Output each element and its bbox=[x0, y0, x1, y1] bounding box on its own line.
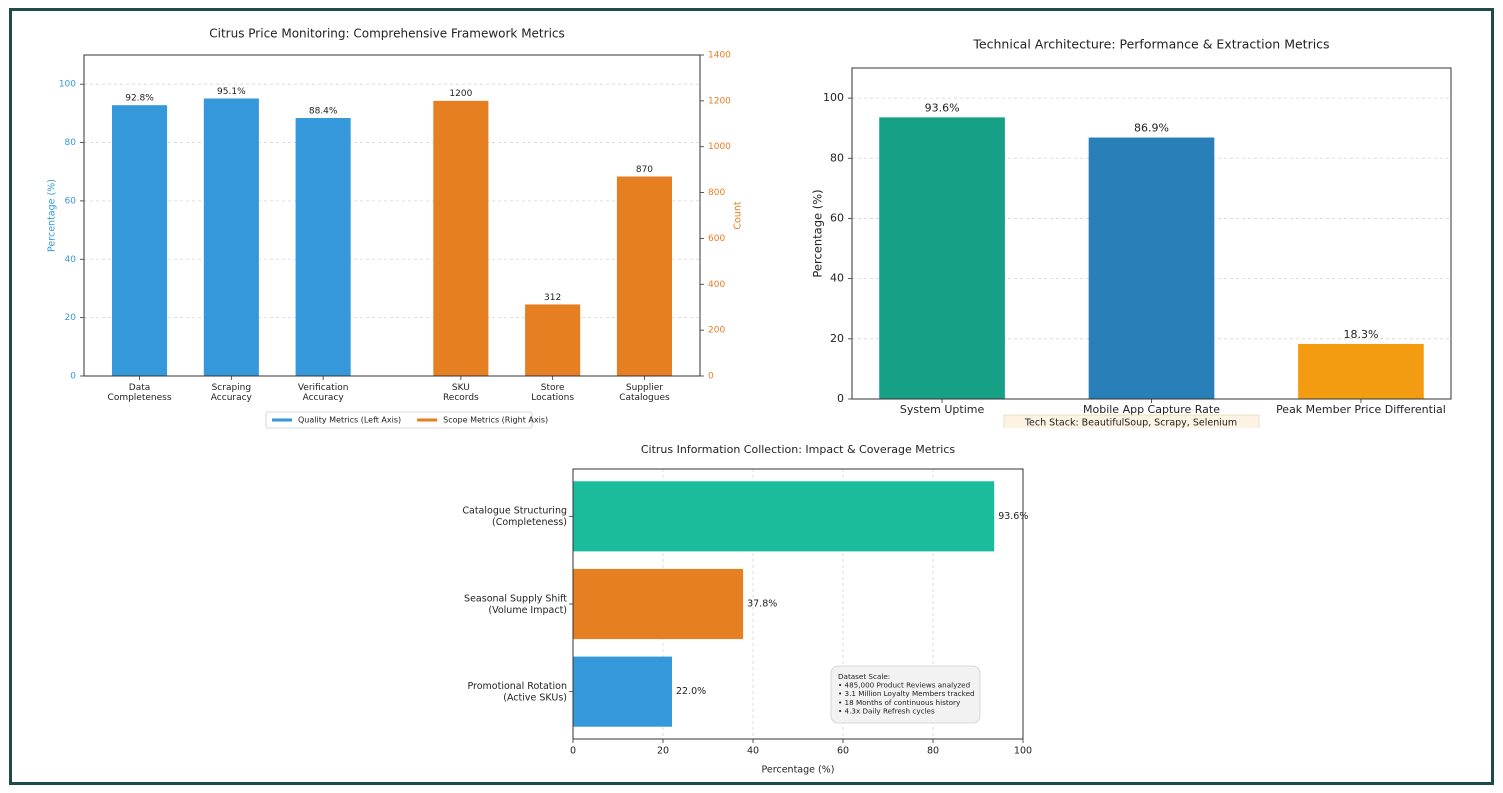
y-tick-label: 0 bbox=[70, 372, 76, 382]
annotation-box bbox=[830, 665, 981, 724]
y-tick-label: 100 bbox=[59, 80, 76, 90]
x-tick-label: Mobile App Capture Rate bbox=[1083, 403, 1220, 416]
y-tick-label: Catalogue Structuring (Completeness) bbox=[462, 505, 567, 527]
value-label: 312 bbox=[544, 293, 561, 303]
value-label: 95.1% bbox=[217, 87, 246, 97]
x-tick-label: 20 bbox=[657, 746, 669, 757]
value-label: 1200 bbox=[449, 89, 472, 99]
x-tick-label: Store Locations bbox=[531, 383, 574, 403]
chart-title: Citrus Price Monitoring: Comprehensive F… bbox=[209, 27, 565, 41]
chart-title: Citrus Information Collection: Impact & … bbox=[641, 443, 956, 456]
y2-tick-label: 800 bbox=[708, 188, 725, 198]
y-axis-label: Percentage (%) bbox=[811, 189, 825, 277]
y-tick-label: 40 bbox=[65, 255, 77, 265]
plot-frame bbox=[851, 67, 1452, 400]
x-tick-label: System Uptime bbox=[900, 403, 985, 416]
frame bbox=[9, 8, 1494, 785]
x-tick-label: 80 bbox=[927, 746, 939, 757]
y-tick-label: 60 bbox=[830, 211, 844, 224]
bar bbox=[203, 98, 259, 377]
annotation-line: Dataset Scale: bbox=[838, 672, 890, 681]
bar bbox=[433, 100, 489, 376]
y-tick-label: 20 bbox=[830, 332, 844, 345]
legend-box bbox=[265, 411, 533, 429]
bar bbox=[525, 304, 581, 376]
plot-frame bbox=[572, 468, 1024, 740]
y2-tick-label: 400 bbox=[708, 280, 725, 290]
legend-label: Scope Metrics (Right Axis) bbox=[443, 416, 548, 425]
x-tick-label: Verification Accuracy bbox=[298, 383, 349, 403]
annotation: Tech Stack: BeautifulSoup, Scrapy, Selen… bbox=[1024, 418, 1237, 429]
y-tick-label: 100 bbox=[823, 91, 844, 104]
y-tick-label: 40 bbox=[830, 272, 844, 285]
bar bbox=[1088, 137, 1215, 399]
y-tick-label: 80 bbox=[65, 138, 77, 148]
chart-title: Technical Architecture: Performance & Ex… bbox=[972, 37, 1329, 52]
x-tick-label: 100 bbox=[1014, 746, 1032, 757]
value-label: 86.9% bbox=[1134, 122, 1169, 135]
bar bbox=[295, 118, 351, 377]
y2-axis-label: Count bbox=[733, 201, 744, 229]
plot-frame bbox=[83, 54, 701, 377]
legend-label: Quality Metrics (Left Axis) bbox=[298, 416, 401, 425]
y2-tick-label: 1400 bbox=[708, 51, 731, 61]
bar bbox=[616, 176, 672, 376]
x-tick-label: Peak Member Price Differential bbox=[1276, 403, 1446, 416]
x-tick-label: Data Completeness bbox=[108, 383, 172, 403]
value-label: 88.4% bbox=[309, 106, 338, 116]
bar bbox=[573, 481, 995, 552]
y2-tick-label: 200 bbox=[708, 326, 725, 336]
y-axis-label: Percentage (%) bbox=[47, 179, 58, 252]
value-label: 93.6% bbox=[925, 102, 960, 115]
bar bbox=[573, 568, 744, 640]
y-tick-label: Promotional Rotation (Active SKUs) bbox=[467, 680, 567, 703]
value-label: 22.0% bbox=[676, 686, 706, 697]
value-label: 92.8% bbox=[125, 93, 154, 103]
x-tick-label: 0 bbox=[570, 746, 576, 757]
bar bbox=[1298, 343, 1424, 399]
annotation-line: • 4.3x Daily Refresh cycles bbox=[838, 706, 935, 715]
y-tick-label: 20 bbox=[65, 313, 77, 323]
value-label: 18.3% bbox=[1343, 328, 1378, 341]
y2-tick-label: 0 bbox=[708, 372, 714, 382]
value-label: 37.8% bbox=[747, 599, 777, 610]
x-axis-label: Percentage (%) bbox=[762, 765, 835, 776]
y2-tick-label: 600 bbox=[708, 234, 725, 244]
y-tick-label: Seasonal Supply Shift (Volume Impact) bbox=[464, 593, 567, 616]
value-label: 870 bbox=[636, 165, 653, 175]
annotation-line: • 485,000 Product Reviews analyzed bbox=[838, 681, 970, 690]
y-tick-label: 0 bbox=[837, 392, 844, 405]
x-tick-label: SKU Records bbox=[443, 383, 479, 403]
y-tick-label: 80 bbox=[830, 151, 844, 164]
bar bbox=[879, 117, 1005, 399]
x-tick-label: Supplier Catalogues bbox=[619, 383, 670, 403]
x-tick-label: Scraping Accuracy bbox=[211, 383, 253, 403]
clip-cover bbox=[1000, 428, 1265, 440]
annotation-line: • 3.1 Million Loyalty Members tracked bbox=[838, 689, 975, 698]
y-tick-label: 60 bbox=[65, 196, 77, 206]
y2-tick-label: 1000 bbox=[708, 142, 731, 152]
bar bbox=[112, 105, 168, 377]
y2-tick-label: 1200 bbox=[708, 96, 731, 106]
annotation-line: • 18 Months of continuous history bbox=[838, 698, 961, 707]
bar bbox=[573, 656, 672, 727]
x-tick-label: 40 bbox=[747, 746, 759, 757]
value-label: 93.6% bbox=[998, 511, 1028, 522]
x-tick-label: 60 bbox=[837, 746, 849, 757]
